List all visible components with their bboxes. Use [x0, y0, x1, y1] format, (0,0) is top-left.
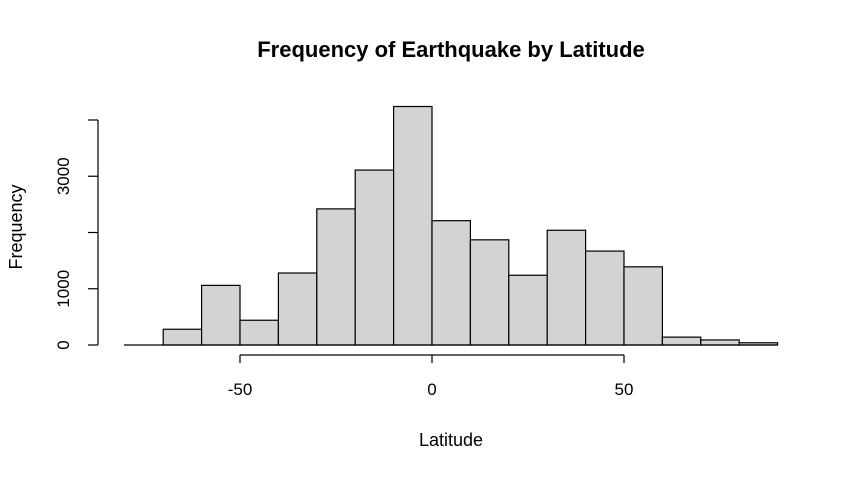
- histogram-bar: [700, 339, 740, 346]
- x-axis: -50 0 50: [228, 354, 634, 399]
- bars-group: [124, 105, 779, 346]
- histogram-bar: [508, 274, 548, 346]
- x-tick-label: -50: [228, 380, 253, 399]
- histogram-bar: [661, 336, 702, 346]
- y-axis-label: Frequency: [6, 184, 26, 269]
- chart-title: Frequency of Earthquake by Latitude: [257, 37, 645, 62]
- y-tick-label: 1000: [54, 270, 73, 308]
- x-tick-label: 0: [427, 380, 436, 399]
- histogram-bar: [469, 239, 510, 346]
- histogram-bar: [623, 266, 664, 346]
- y-tick-label: 0: [54, 340, 73, 349]
- histogram-bar: [239, 319, 280, 346]
- histogram-bar: [584, 250, 625, 346]
- y-axis: 0 1000 3000: [54, 119, 99, 350]
- histogram-bar: [393, 105, 433, 346]
- histogram-bar: [431, 220, 472, 346]
- x-tick-label: 50: [615, 380, 634, 399]
- histogram-bar: [201, 284, 241, 346]
- y-tick-label: 3000: [54, 157, 73, 195]
- x-axis-label: Latitude: [419, 430, 483, 450]
- histogram-bar: [546, 229, 587, 346]
- histogram-bar: [162, 328, 203, 346]
- histogram-bar: [316, 208, 356, 346]
- histogram-bar: [277, 272, 318, 346]
- histogram-bar: [354, 169, 395, 346]
